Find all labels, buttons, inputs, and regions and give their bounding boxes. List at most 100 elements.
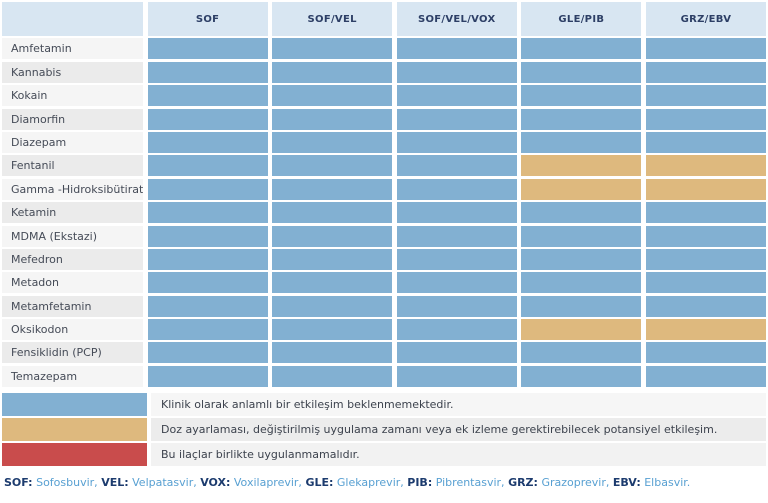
- interaction-cell: [521, 202, 642, 224]
- row-label-diamorfin: Diamorfin: [2, 108, 143, 130]
- interaction-cell: [645, 155, 766, 177]
- interaction-cell: [645, 248, 766, 270]
- interaction-cell: [272, 225, 393, 247]
- abbr-definition: Pibrentasvir,: [435, 475, 505, 489]
- row-label-ketamin: Ketamin: [2, 202, 143, 224]
- table-corner-header: [2, 2, 143, 36]
- interaction-cell: [147, 342, 268, 364]
- column-header-sof-vel-vox: SOF/VEL/VOX: [396, 2, 517, 36]
- interaction-cell: [396, 319, 517, 341]
- interaction-cell: [521, 295, 642, 317]
- abbreviation-footnote: SOF: Sofosbuvir, VEL: Velpatasvir, VOX: …: [2, 476, 766, 490]
- interaction-cell: [521, 319, 642, 341]
- interaction-cell: [645, 131, 766, 153]
- abbr-definition: Velpatasvir,: [132, 475, 197, 489]
- row-label-mdma-ekstazi: MDMA (Ekstazi): [2, 225, 143, 247]
- interaction-cell: [272, 202, 393, 224]
- legend-swatch-do-not-coadminister: [2, 442, 147, 466]
- interaction-cell: [272, 248, 393, 270]
- interaction-cell: [521, 225, 642, 247]
- interaction-cell: [645, 295, 766, 317]
- interaction-cell: [147, 85, 268, 107]
- interaction-cell: [272, 319, 393, 341]
- interaction-cell: [147, 155, 268, 177]
- column-header-gle-pib: GLE/PIB: [521, 2, 642, 36]
- abbr-definition: Sofosbuvir,: [36, 475, 98, 489]
- row-label-metamfetamin: Metamfetamin: [2, 295, 143, 317]
- interaction-cell: [396, 85, 517, 107]
- column-header-sof: SOF: [147, 2, 268, 36]
- interaction-cell: [147, 131, 268, 153]
- interaction-cell: [272, 38, 393, 60]
- interaction-cell: [396, 295, 517, 317]
- abbr-term: VOX:: [200, 475, 231, 489]
- interaction-cell: [272, 178, 393, 200]
- abbr-definition: Glekaprevir,: [336, 475, 404, 489]
- interaction-cell: [147, 225, 268, 247]
- row-label-fensiklidin-pcp: Fensiklidin (PCP): [2, 342, 143, 364]
- row-label-amfetamin: Amfetamin: [2, 38, 143, 60]
- interaction-cell: [147, 178, 268, 200]
- interaction-cell: [645, 38, 766, 60]
- abbr-term: SOF:: [4, 475, 33, 489]
- interaction-cell: [396, 131, 517, 153]
- interaction-cell: [396, 61, 517, 83]
- interaction-cell: [147, 61, 268, 83]
- legend-text-potential-interaction: Doz ayarlaması, değiştirilmiş uygulama z…: [151, 417, 766, 441]
- interaction-cell: [521, 248, 642, 270]
- interaction-cell: [645, 365, 766, 387]
- abbr-definition: Voxilaprevir,: [233, 475, 302, 489]
- interaction-cell: [272, 131, 393, 153]
- interaction-cell: [521, 155, 642, 177]
- interaction-cell: [396, 248, 517, 270]
- interaction-cell: [147, 295, 268, 317]
- column-header-grz-ebv: GRZ/EBV: [645, 2, 766, 36]
- interaction-cell: [645, 319, 766, 341]
- interaction-cell: [396, 155, 517, 177]
- interaction-cell: [645, 85, 766, 107]
- abbr-term: GLE:: [305, 475, 334, 489]
- interaction-cell: [147, 272, 268, 294]
- row-label-kokain: Kokain: [2, 85, 143, 107]
- interaction-cell: [645, 272, 766, 294]
- interaction-cell: [396, 225, 517, 247]
- interaction-cell: [396, 108, 517, 130]
- legend: Klinik olarak anlamlı bir etkileşim bekl…: [2, 392, 766, 466]
- row-label-fentanil: Fentanil: [2, 155, 143, 177]
- interaction-cell: [396, 342, 517, 364]
- interaction-cell: [147, 365, 268, 387]
- interaction-cell: [396, 272, 517, 294]
- abbr-term: PIB:: [407, 475, 433, 489]
- interaction-cell: [645, 342, 766, 364]
- legend-text-do-not-coadminister: Bu ilaçlar birlikte uygulanmamalıdır.: [151, 442, 766, 466]
- interaction-cell: [272, 61, 393, 83]
- interaction-cell: [521, 131, 642, 153]
- legend-swatch-no-interaction: [2, 392, 147, 416]
- legend-text-no-interaction: Klinik olarak anlamlı bir etkileşim bekl…: [151, 392, 766, 416]
- interaction-cell: [396, 202, 517, 224]
- interaction-cell: [521, 178, 642, 200]
- column-header-sof-vel: SOF/VEL: [272, 2, 393, 36]
- interaction-cell: [272, 342, 393, 364]
- interaction-cell: [147, 38, 268, 60]
- row-label-gamma-hidroksib-tirat: Gamma -Hidroksibütirat: [2, 178, 143, 200]
- row-label-oksikodon: Oksikodon: [2, 319, 143, 341]
- row-label-diazepam: Diazepam: [2, 131, 143, 153]
- interaction-cell: [147, 248, 268, 270]
- abbr-term: EBV:: [612, 475, 641, 489]
- interaction-cell: [396, 178, 517, 200]
- abbr-definition: Grazoprevir,: [541, 475, 610, 489]
- interaction-cell: [521, 342, 642, 364]
- interaction-cell: [272, 108, 393, 130]
- row-label-kannabis: Kannabis: [2, 61, 143, 83]
- interaction-cell: [147, 202, 268, 224]
- row-label-metadon: Metadon: [2, 272, 143, 294]
- interaction-cell: [645, 202, 766, 224]
- interaction-cell: [272, 272, 393, 294]
- interaction-cell: [396, 365, 517, 387]
- interaction-cell: [272, 365, 393, 387]
- interaction-cell: [396, 38, 517, 60]
- row-label-temazepam: Temazepam: [2, 365, 143, 387]
- interaction-cell: [147, 108, 268, 130]
